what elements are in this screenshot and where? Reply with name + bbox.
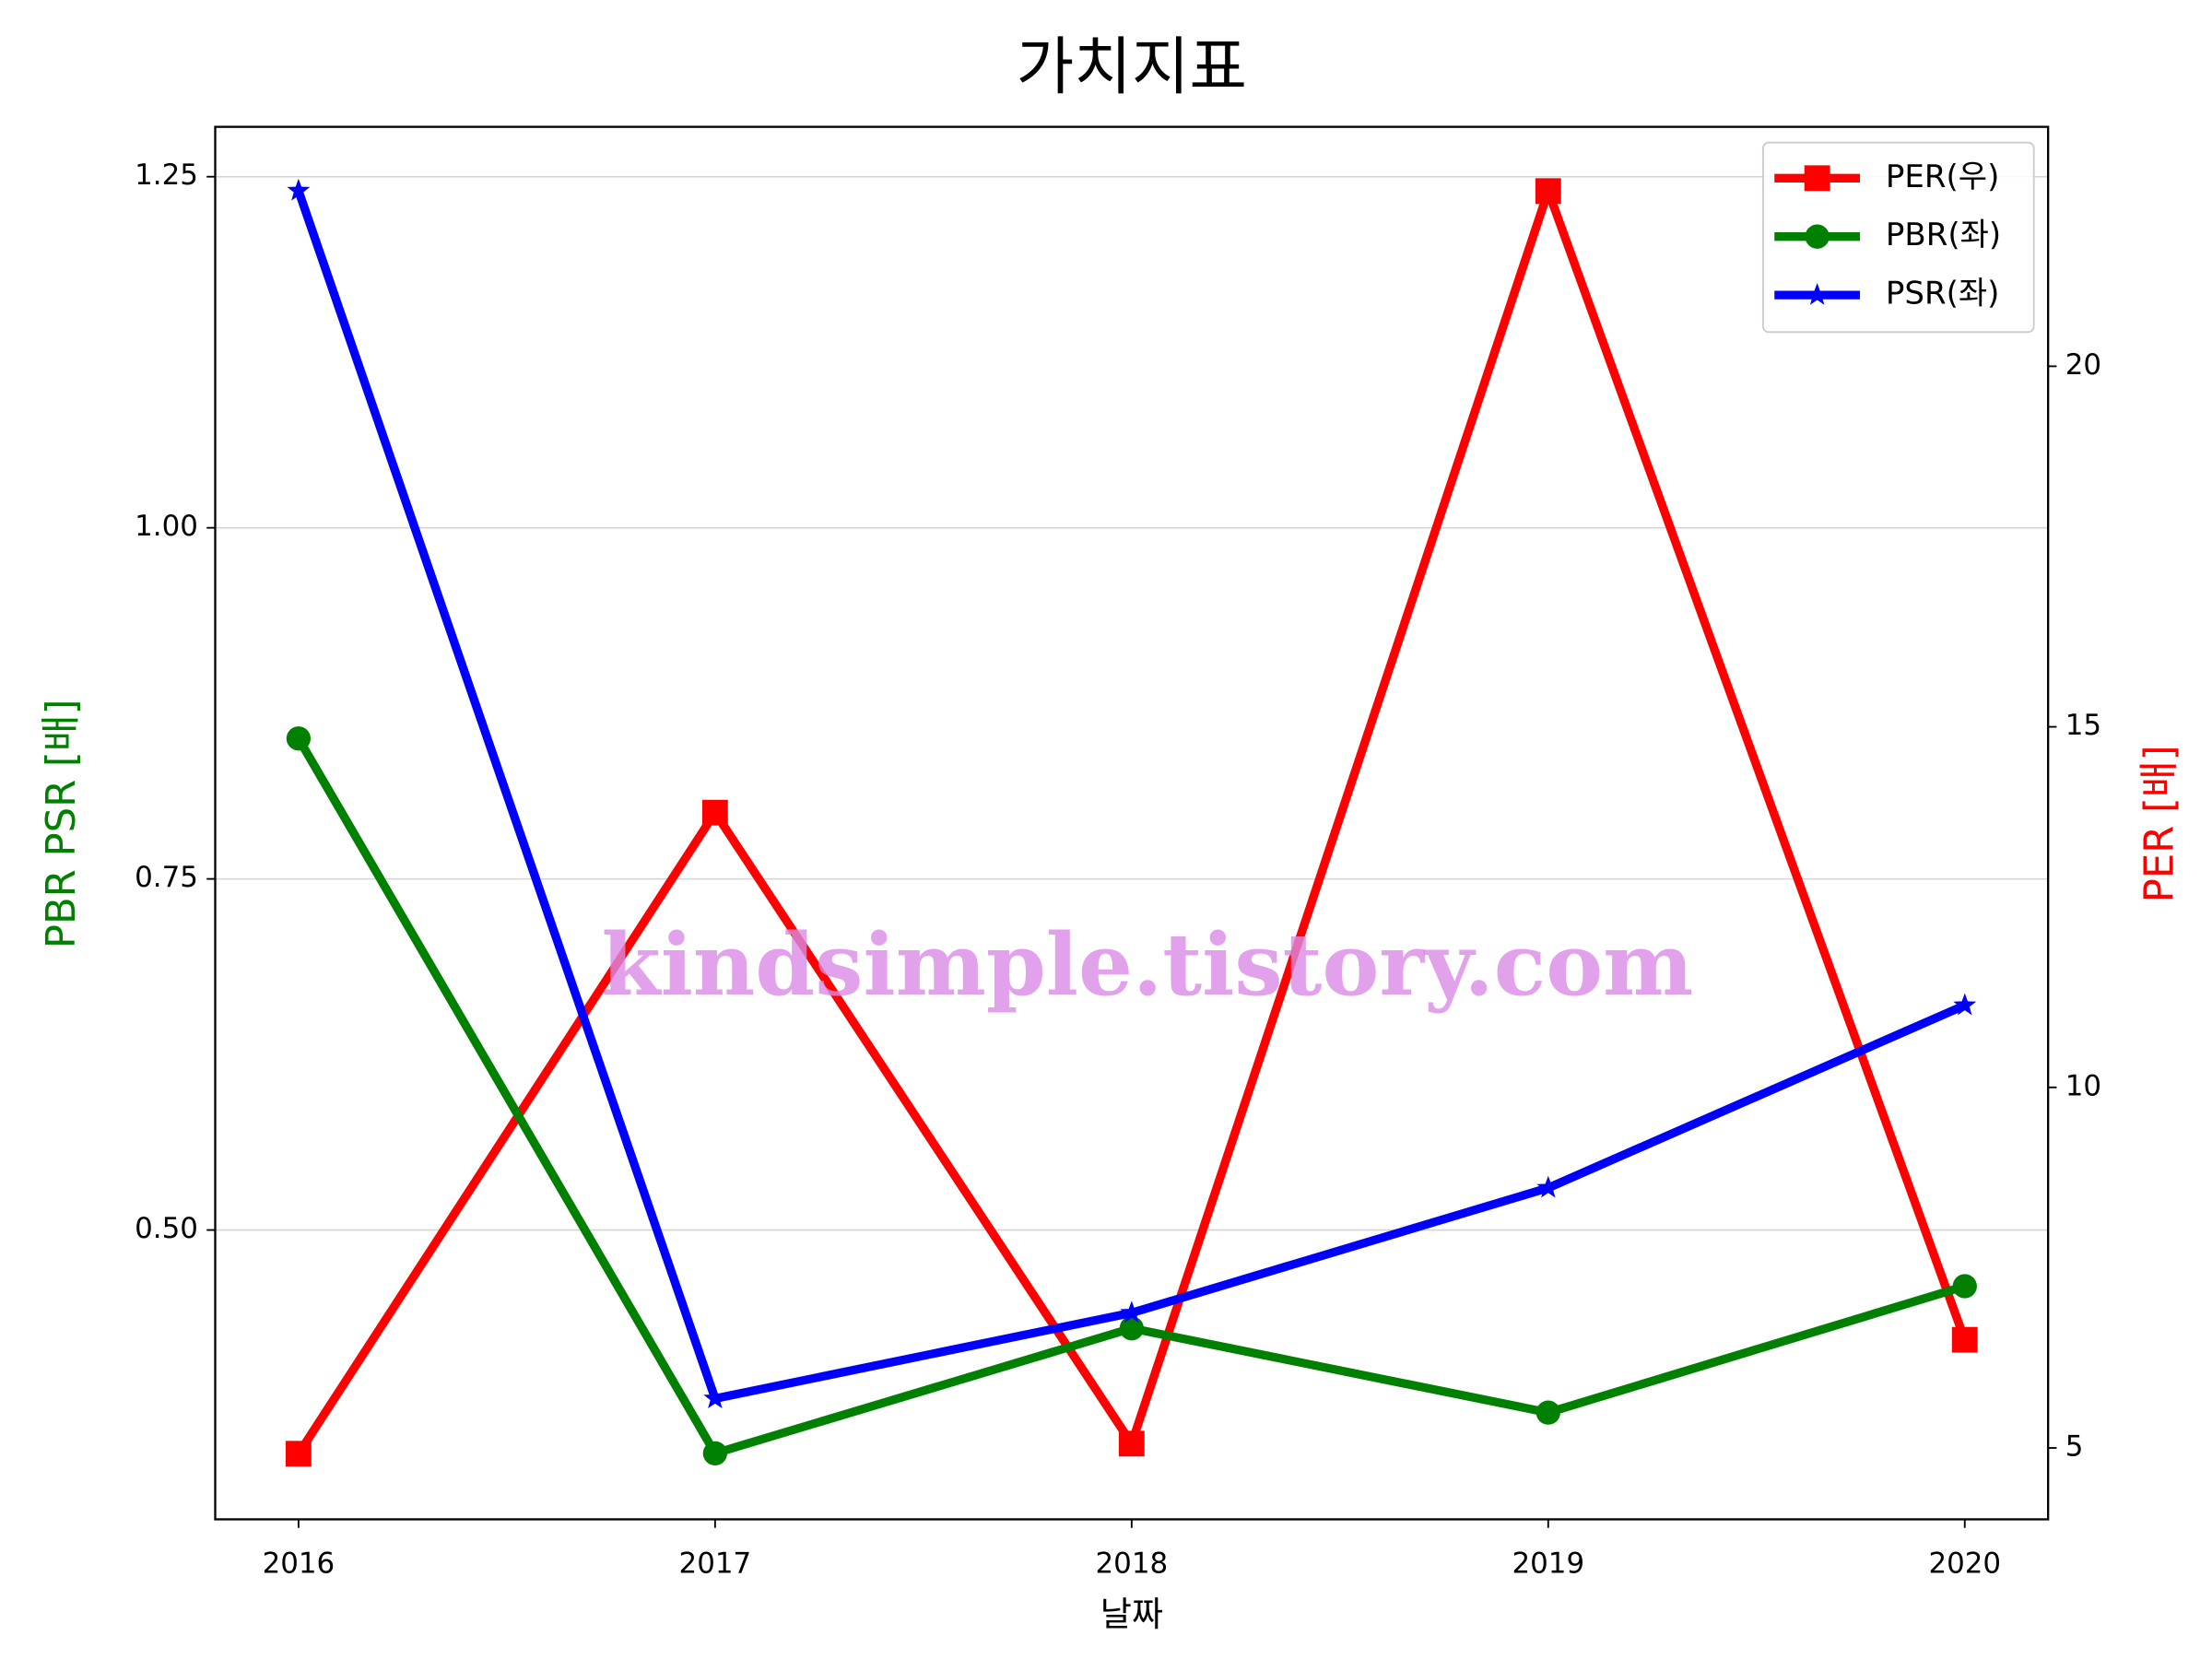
y-tick-label: 1.00: [135, 510, 198, 543]
marker: [703, 1386, 727, 1409]
y-axis-label: PBR PSR [배]: [39, 700, 85, 949]
legend-label: PSR(좌): [1886, 276, 2000, 312]
marker: [1951, 1326, 1978, 1353]
series-line: [294, 735, 1967, 1458]
marker: [1119, 1316, 1144, 1341]
chart-title: 가치지표: [1017, 31, 1247, 104]
marker: [1535, 1400, 1560, 1425]
y2-tick-label: 5: [2065, 1430, 2084, 1463]
plot-frame: [214, 125, 2050, 1521]
y2-axis-label: PER [배]: [2136, 745, 2183, 902]
marker: [1535, 178, 1561, 205]
marker: [1536, 1175, 1560, 1198]
marker: [285, 1441, 312, 1467]
x-tick-label: 2019: [1512, 1547, 1584, 1580]
legend-marker: [1804, 165, 1830, 192]
series-line: [295, 186, 1970, 1456]
y-tick-label: 0.50: [135, 1212, 198, 1245]
x-tick-label: 2018: [1096, 1547, 1169, 1580]
x-tick-label: 2016: [263, 1547, 335, 1580]
marker: [1120, 1300, 1144, 1324]
y2-tick-label: 20: [2065, 348, 2101, 382]
y-tick-label: 0.75: [135, 861, 198, 894]
x-axis-label: 날짜: [1100, 1594, 1163, 1634]
marker: [701, 799, 728, 826]
legend-box: [1761, 141, 2035, 334]
series-line: [294, 189, 1967, 1404]
y2-tick-label: 15: [2065, 709, 2101, 742]
marker: [1953, 993, 1977, 1016]
x-tick-label: 2017: [679, 1547, 752, 1580]
legend-marker: [1805, 224, 1830, 249]
legend-label: PER(우): [1886, 159, 1999, 195]
legend-marker: [1806, 282, 1830, 305]
marker: [1118, 1430, 1145, 1457]
watermark: kindsimple.tistory.com: [601, 914, 1693, 1015]
marker: [286, 726, 312, 751]
marker: [1952, 1274, 1977, 1299]
y-tick-label: 1.25: [135, 159, 198, 192]
y2-tick-label: 10: [2065, 1069, 2101, 1102]
legend-label: PBR(좌): [1886, 217, 2001, 253]
marker: [702, 1441, 728, 1465]
marker: [287, 178, 311, 201]
x-tick-label: 2020: [1928, 1547, 2001, 1580]
